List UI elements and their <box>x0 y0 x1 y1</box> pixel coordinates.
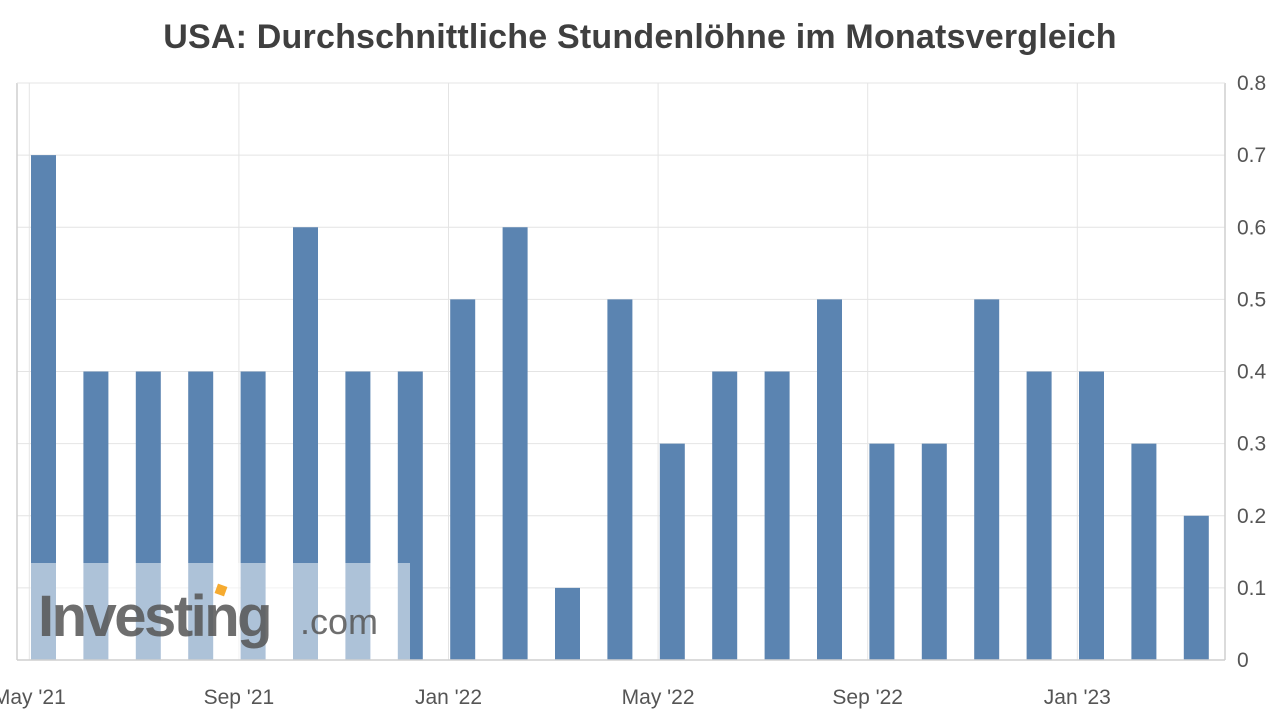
bar <box>502 227 528 660</box>
chart-title: USA: Durchschnittliche Stundenlöhne im M… <box>163 18 1117 56</box>
bar <box>607 299 633 660</box>
bar <box>1079 371 1104 660</box>
y-tick-label: 0.2 <box>1237 505 1266 528</box>
bar <box>869 443 895 660</box>
y-tick-label: 0.5 <box>1237 288 1266 311</box>
y-tick-label: 0.1 <box>1237 577 1266 600</box>
x-tick-label: Jan '23 <box>1044 686 1111 709</box>
bar <box>921 443 947 660</box>
investing-watermark: Investing .com <box>30 563 410 660</box>
bar <box>450 299 476 660</box>
x-tick-label: May '22 <box>622 686 695 709</box>
y-tick-label: 0.8 <box>1237 72 1266 95</box>
bar <box>659 443 685 660</box>
bar <box>974 299 1000 660</box>
bar <box>555 587 580 660</box>
x-tick-label: Sep '22 <box>832 686 903 709</box>
watermark-suffix: .com <box>300 601 378 642</box>
watermark-word: Investing <box>38 584 270 649</box>
axis-layer: 0 0.1 0.2 0.3 0.4 0.5 0.6 0.7 0.8 May '21 Sep '21 J… <box>0 72 1267 709</box>
bar <box>764 371 790 660</box>
x-tick-label: Sep '21 <box>204 686 275 709</box>
y-tick-label: 0 <box>1237 649 1249 672</box>
watermark-accent-icon <box>214 583 228 597</box>
bar <box>817 299 842 660</box>
bar <box>1183 515 1209 660</box>
bar <box>712 371 738 660</box>
y-tick-label: 0.4 <box>1237 361 1267 384</box>
bar <box>1131 443 1157 660</box>
bar <box>1026 371 1052 660</box>
x-tick-label: May '21 <box>0 686 66 709</box>
y-tick-label: 0.3 <box>1237 433 1266 456</box>
y-tick-label: 0.7 <box>1237 144 1266 167</box>
x-tick-label: Jan '22 <box>415 686 482 709</box>
watermark-backdrop <box>30 563 410 660</box>
y-tick-label: 0.6 <box>1237 216 1266 239</box>
